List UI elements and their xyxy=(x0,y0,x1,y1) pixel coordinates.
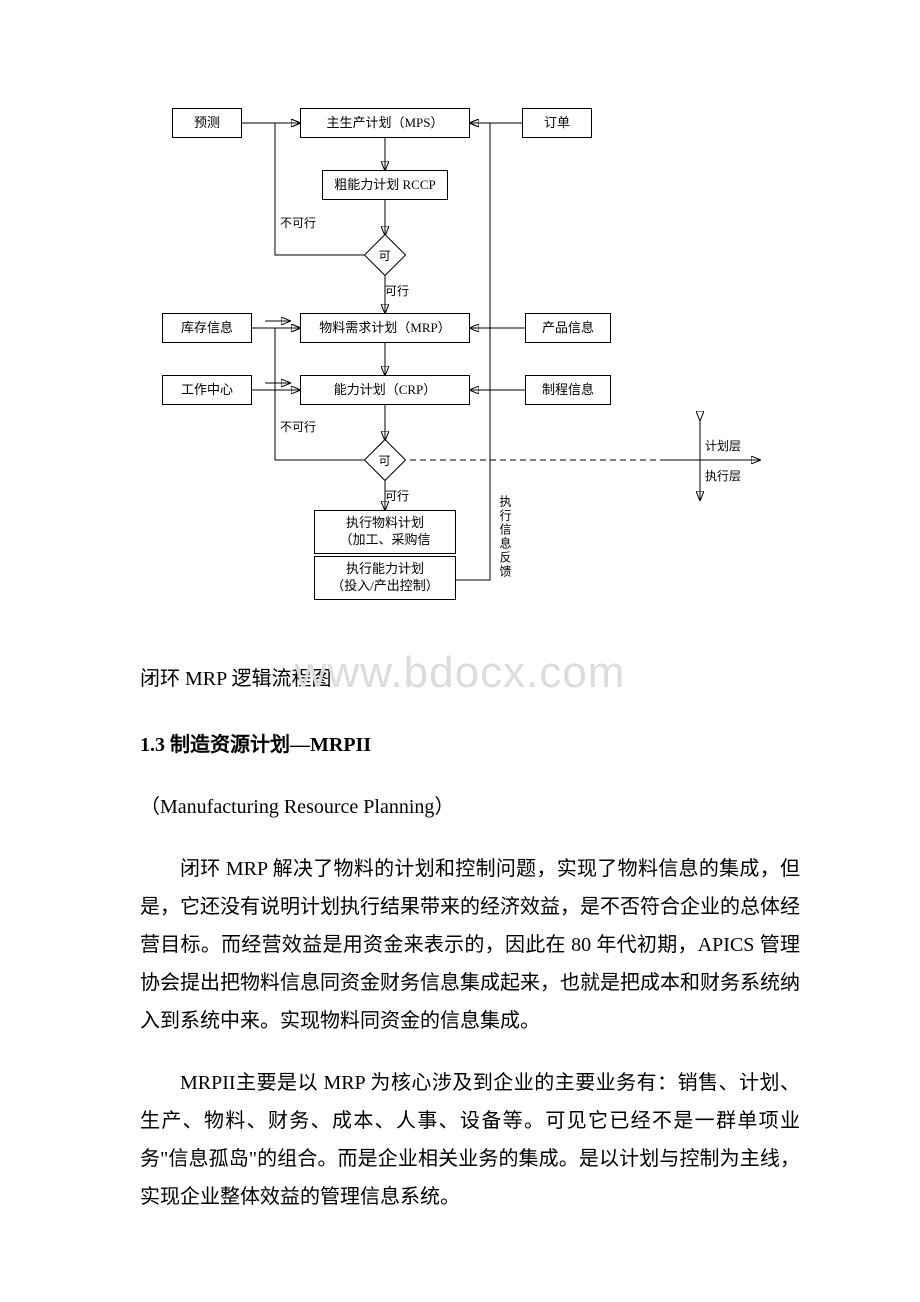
node-mps: 主生产计划（MPS） xyxy=(300,108,470,138)
section-subtitle: （Manufacturing Resource Planning） xyxy=(140,788,800,826)
decision-1-label: 可 xyxy=(379,246,391,263)
decision-1: 可 xyxy=(364,234,406,276)
node-rccp: 粗能力计划 RCCP xyxy=(322,170,448,200)
node-crp: 能力计划（CRP） xyxy=(300,375,470,405)
document-body: 闭环 MRP 逻辑流程图 1.3 制造资源计划—MRPII （Manufactu… xyxy=(0,660,920,1296)
node-process: 制程信息 xyxy=(525,375,611,405)
node-mrp: 物料需求计划（MRP） xyxy=(300,313,470,343)
node-forecast: 预测 xyxy=(172,108,242,138)
paragraph-2: MRPII主要是以 MRP 为核心涉及到企业的主要业务有：销售、计划、生产、物料… xyxy=(140,1064,800,1216)
figure-caption: 闭环 MRP 逻辑流程图 xyxy=(140,660,800,698)
node-exec-material: 执行物料计划 （加工、采购信 xyxy=(314,510,456,554)
mrp-flowchart: 预测 主生产计划（MPS） 订单 粗能力计划 RCCP 可 库存信息 物料需求计… xyxy=(0,0,920,640)
node-order: 订单 xyxy=(522,108,592,138)
label-feasible-2: 可行 xyxy=(385,487,409,504)
label-execution-layer: 执行层 xyxy=(705,467,741,484)
node-product: 产品信息 xyxy=(525,313,611,343)
label-planning-layer: 计划层 xyxy=(705,437,741,454)
node-exec-capacity: 执行能力计划 （投入/产出控制） xyxy=(314,556,456,600)
label-infeasible-2: 不可行 xyxy=(280,418,316,435)
decision-2: 可 xyxy=(364,439,406,481)
section-heading: 1.3 制造资源计划—MRPII xyxy=(140,726,800,764)
node-workcenter: 工作中心 xyxy=(162,375,252,405)
decision-2-label: 可 xyxy=(379,451,391,468)
label-infeasible-1: 不可行 xyxy=(280,214,316,231)
label-feedback: 执行信息反馈 xyxy=(497,495,514,579)
label-feasible-1: 可行 xyxy=(385,282,409,299)
node-inventory: 库存信息 xyxy=(162,313,252,343)
paragraph-1: 闭环 MRP 解决了物料的计划和控制问题，实现了物料信息的集成，但是，它还没有说… xyxy=(140,850,800,1040)
